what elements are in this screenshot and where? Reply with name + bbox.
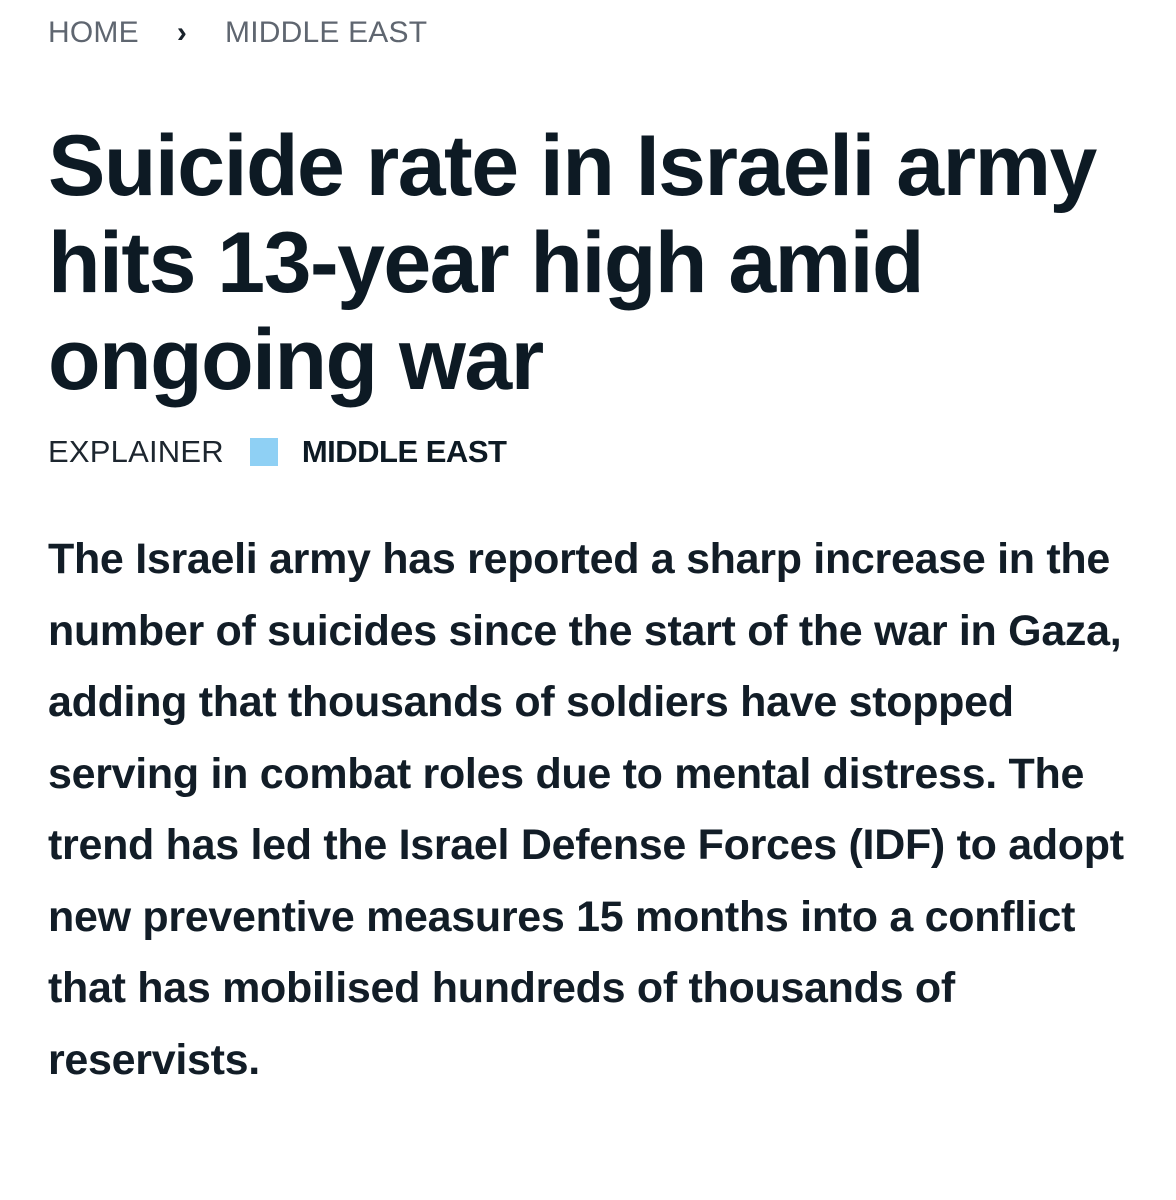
- category-square-icon: [249, 438, 278, 466]
- breadcrumb: HOME › MIDDLE EAST: [48, 16, 427, 50]
- category-link[interactable]: MIDDLE EAST: [301, 434, 507, 469]
- article-type-label: EXPLAINER: [48, 434, 224, 469]
- article-title: Suicide rate in Israeli army hits 13-yea…: [48, 118, 1097, 408]
- chevron-right-icon: ›: [176, 16, 188, 49]
- article-meta: EXPLAINER MIDDLE EAST: [48, 434, 507, 470]
- breadcrumb-home-link[interactable]: HOME: [48, 16, 139, 49]
- breadcrumb-section-link[interactable]: MIDDLE EAST: [225, 16, 428, 49]
- article-lede: The Israeli army has reported a sharp in…: [48, 535, 1124, 1084]
